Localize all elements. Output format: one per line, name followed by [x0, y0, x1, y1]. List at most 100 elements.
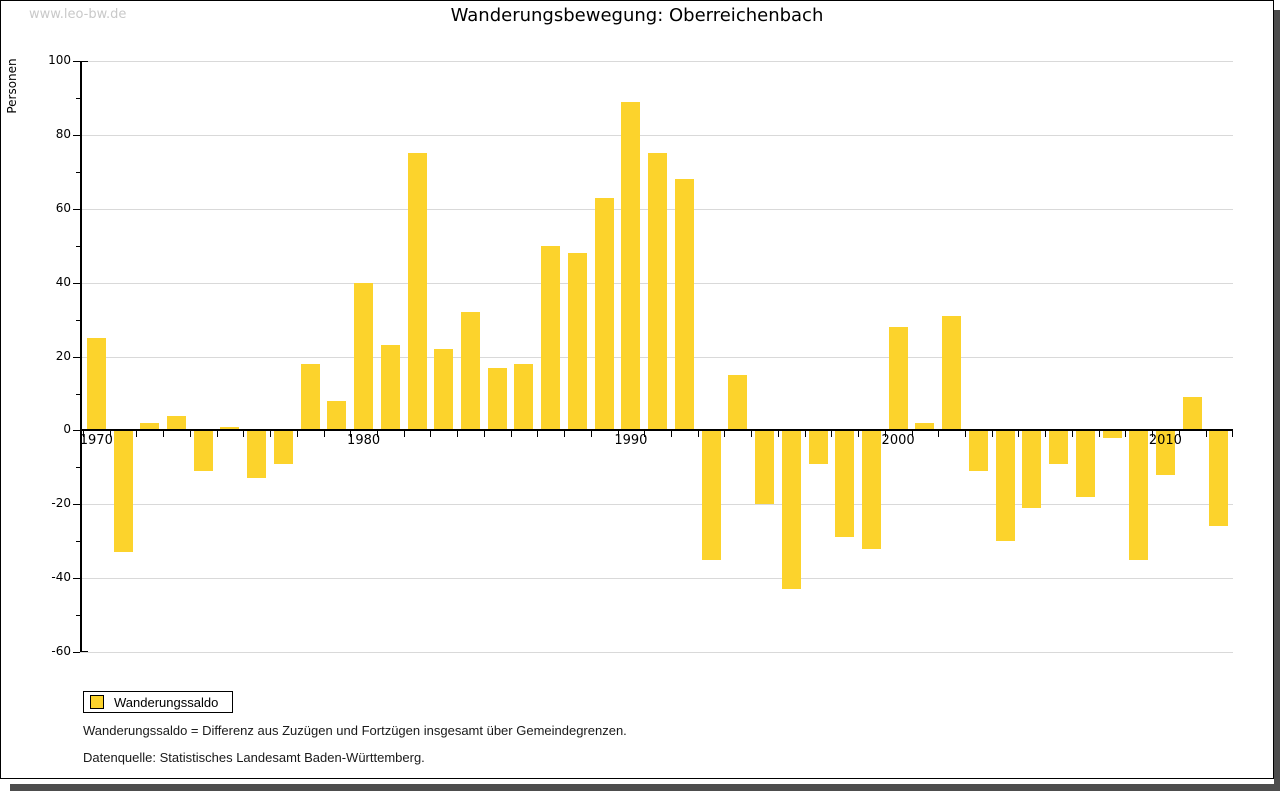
bar-1989[interactable]: [594, 197, 614, 431]
x-boundary-tick: [1205, 431, 1207, 438]
y-tick-label: 100: [48, 53, 71, 67]
x-tick-label-2000: 2000: [881, 433, 915, 449]
bar-1995[interactable]: [755, 430, 774, 505]
drop-shadow-bottom: [10, 784, 1280, 791]
bar-2000[interactable]: [888, 327, 908, 431]
x-axis-line: [80, 429, 1233, 432]
bar-1992[interactable]: [674, 179, 694, 431]
x-boundary-tick: [243, 431, 245, 438]
footnote-source: Datenquelle: Statistisches Landesamt Bad…: [83, 750, 425, 765]
chart-title: Wanderungsbewegung: Oberreichenbach: [450, 5, 824, 26]
bar-1998[interactable]: [835, 430, 855, 538]
bar-1993[interactable]: [701, 430, 721, 560]
bar-1981[interactable]: [380, 345, 400, 431]
y-tick-label: -60: [51, 644, 71, 658]
y-tick-label: -40: [51, 570, 71, 585]
x-tick-label-1970: 1970: [79, 433, 113, 449]
bar-2005[interactable]: [1022, 430, 1042, 508]
bar-1997[interactable]: [808, 430, 828, 464]
x-boundary-tick: [938, 431, 940, 438]
bar-1980[interactable]: [354, 282, 374, 431]
x-boundary-tick: [189, 431, 191, 438]
bar-2002[interactable]: [942, 315, 962, 431]
x-boundary-tick: [430, 431, 432, 438]
bar-2004[interactable]: [995, 430, 1015, 542]
bar-1973[interactable]: [167, 415, 186, 431]
bar-1999[interactable]: [861, 430, 881, 549]
bar-1978[interactable]: [300, 363, 320, 431]
bar-1975[interactable]: [220, 426, 240, 431]
y-axis-top-nub: [80, 61, 88, 62]
bar-1988[interactable]: [567, 253, 587, 431]
x-boundary-tick: [1045, 431, 1047, 438]
x-boundary-tick: [991, 431, 993, 438]
bar-2009[interactable]: [1129, 430, 1149, 560]
x-boundary-tick: [1152, 431, 1154, 438]
bar-2007[interactable]: [1075, 430, 1095, 497]
y-major-tick: [73, 61, 80, 62]
x-tick-label-1990: 1990: [614, 433, 648, 449]
bar-2012[interactable]: [1209, 430, 1229, 527]
y-tick-label: 0: [63, 422, 71, 437]
bar-1987[interactable]: [541, 245, 561, 431]
gridline-100: [80, 61, 1233, 62]
bar-1983[interactable]: [434, 349, 454, 431]
y-tick-label: -20: [51, 496, 71, 511]
bar-2008[interactable]: [1102, 430, 1122, 438]
x-boundary-tick: [804, 431, 806, 438]
x-boundary-tick: [163, 431, 165, 438]
bar-1986[interactable]: [514, 363, 534, 431]
bar-1970[interactable]: [86, 338, 106, 431]
y-tick-label: 80: [55, 126, 71, 141]
watermark-text: www.leo-bw.de: [29, 7, 127, 22]
bar-1991[interactable]: [648, 153, 668, 431]
y-minor-tick: [76, 467, 80, 469]
bar-1990[interactable]: [621, 101, 641, 431]
bar-1996[interactable]: [781, 430, 801, 590]
x-boundary-tick: [537, 431, 539, 438]
x-boundary-tick: [376, 431, 378, 438]
bar-2011[interactable]: [1182, 397, 1202, 431]
y-tick-label: 40: [55, 274, 71, 289]
y-major-tick: [73, 578, 80, 580]
bar-1979[interactable]: [327, 400, 347, 431]
bar-1994[interactable]: [728, 375, 748, 431]
x-boundary-tick: [109, 431, 111, 438]
x-boundary-tick: [323, 431, 325, 438]
x-boundary-tick: [1232, 431, 1234, 438]
x-boundary-tick: [296, 431, 298, 438]
bar-1971[interactable]: [113, 430, 133, 553]
x-boundary-tick: [724, 431, 726, 438]
x-boundary-tick: [644, 431, 646, 438]
bar-2001[interactable]: [915, 423, 935, 431]
x-boundary-tick: [831, 431, 833, 438]
x-boundary-tick: [564, 431, 565, 438]
bar-1976[interactable]: [247, 430, 267, 479]
y-minor-tick: [76, 319, 80, 321]
bar-1984[interactable]: [461, 312, 480, 431]
x-boundary-tick: [751, 431, 753, 438]
bar-1977[interactable]: [273, 430, 293, 464]
x-boundary-tick: [590, 431, 592, 438]
bar-2010[interactable]: [1155, 430, 1175, 475]
y-major-tick: [73, 356, 80, 358]
y-major-tick: [73, 282, 80, 284]
legend-box[interactable]: Wanderungssaldo: [83, 691, 234, 713]
y-axis-line: [80, 61, 82, 652]
bar-1982[interactable]: [407, 153, 427, 431]
bar-1985[interactable]: [487, 367, 507, 431]
x-boundary-tick: [1178, 431, 1180, 438]
x-boundary-tick: [777, 431, 779, 438]
bar-1974[interactable]: [193, 430, 213, 471]
y-minor-tick: [76, 393, 80, 395]
bar-2006[interactable]: [1049, 430, 1068, 464]
x-boundary-tick: [697, 431, 699, 438]
gridline--40: [80, 578, 1233, 580]
bar-2003[interactable]: [968, 430, 988, 471]
y-major-tick: [73, 134, 80, 136]
x-boundary-tick: [965, 431, 966, 438]
bar-1972[interactable]: [140, 423, 160, 431]
y-minor-tick: [76, 171, 80, 173]
x-tick-label-1980: 1980: [347, 433, 381, 449]
